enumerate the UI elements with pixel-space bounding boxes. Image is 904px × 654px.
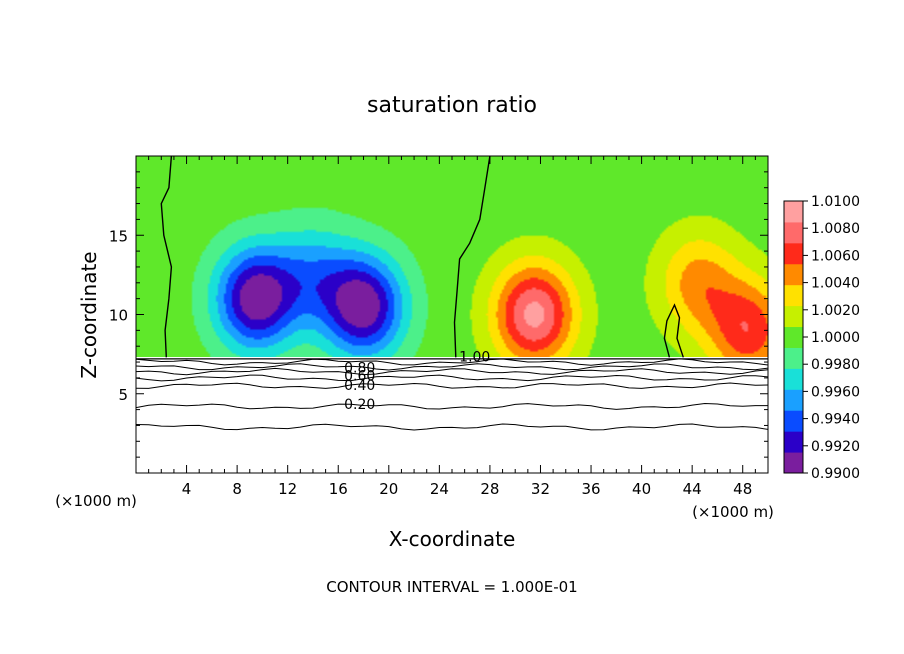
x-axis-ticks: 4 8 12 16 20 24 28 32 36 40 44 48	[148, 156, 756, 498]
colorbar-label: 1.0020	[811, 303, 860, 319]
x-tick-label: 8	[232, 480, 242, 498]
chart-title: saturation ratio	[367, 93, 537, 118]
x-tick-label: 16	[329, 480, 348, 498]
colorbar-swatch	[784, 431, 803, 453]
y-axis-ticks: 5 10 15	[109, 171, 768, 458]
colorbar-label: 1.0060	[811, 248, 860, 264]
contour-line	[136, 363, 768, 371]
colorbar-label: 0.9940	[811, 412, 860, 428]
colorbar-label: 0.9980	[811, 357, 860, 373]
colorbar-swatch	[784, 410, 803, 432]
contour-label: 0.60	[344, 368, 375, 384]
x-tick-label: 12	[278, 480, 297, 498]
y-tick-label: 10	[109, 307, 128, 325]
y-tick-label: 5	[118, 386, 128, 404]
x-units-right: (×1000 m)	[692, 503, 774, 521]
x-tick-label: 24	[430, 480, 449, 498]
contour-line-1-00	[453, 156, 491, 358]
contour-interval-text: CONTOUR INTERVAL = 1.000E-01	[326, 578, 577, 596]
colorbar-label: 1.0100	[811, 194, 860, 210]
colorbar-swatch	[784, 221, 803, 244]
colorbar-swatch	[784, 305, 803, 328]
y-tick-label: 15	[109, 227, 128, 245]
x-tick-label: 40	[632, 480, 651, 498]
contour-line	[136, 423, 768, 431]
colorbar-swatch	[784, 368, 803, 390]
colorbar-label: 1.0040	[811, 276, 860, 292]
contour-line-1-00	[663, 303, 684, 358]
contour-line	[136, 402, 768, 410]
colorbar-swatch	[784, 201, 803, 223]
contour-line	[136, 367, 768, 376]
colorbar-swatch	[784, 389, 803, 411]
contour-lines: 1.00 0.800.600.40 0.20	[136, 156, 768, 431]
contour-label: 0.20	[344, 397, 375, 413]
contour-label: 0.40	[344, 378, 375, 394]
colorbar-swatch	[784, 347, 803, 369]
y-axis-label: Z-coordinate	[77, 251, 101, 378]
x-axis-label: X-coordinate	[389, 527, 516, 551]
colorbar-swatch	[784, 263, 803, 286]
terrain-mask	[136, 357, 768, 473]
contour-line	[136, 382, 768, 389]
colorbar-label: 0.9900	[811, 466, 860, 482]
colorbar-swatch	[784, 452, 803, 474]
contour-line	[136, 374, 768, 382]
colorbar-label: 1.0000	[811, 330, 860, 346]
contour-label: 0.80	[344, 360, 375, 376]
colorbar-swatch	[784, 242, 803, 265]
contour-line	[136, 358, 768, 366]
colorbar-label: 0.9960	[811, 384, 860, 400]
heatmap-field: 1.00 0.800.600.40 0.20	[136, 156, 768, 473]
colorbar-label: 1.0080	[811, 221, 860, 237]
x-units-left: (×1000 m)	[55, 492, 137, 510]
colorbar-swatch	[784, 284, 803, 307]
x-tick-label: 48	[733, 480, 752, 498]
x-tick-label: 44	[683, 480, 702, 498]
contour-line-1-00	[160, 156, 173, 358]
x-tick-label: 4	[182, 480, 192, 498]
x-tick-label: 32	[531, 480, 550, 498]
x-tick-label: 28	[480, 480, 499, 498]
colorbar-label: 0.9920	[811, 439, 860, 455]
x-tick-label: 36	[581, 480, 600, 498]
contour-label: 1.00	[459, 349, 490, 365]
colorbar: 1.0100 1.0080 1.0060 1.0040 1.0020 1.0000 0.99…	[783, 194, 860, 482]
colorbar-swatch	[784, 326, 803, 348]
x-tick-label: 20	[379, 480, 398, 498]
